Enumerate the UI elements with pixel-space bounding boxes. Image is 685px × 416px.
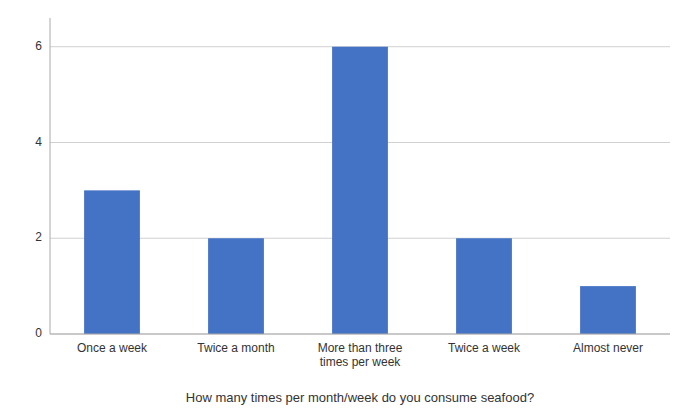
bar bbox=[580, 286, 636, 334]
bar bbox=[84, 190, 140, 334]
bars bbox=[84, 47, 636, 334]
bar bbox=[456, 238, 512, 334]
y-axis-line bbox=[50, 18, 51, 334]
x-axis-line bbox=[50, 334, 670, 335]
y-tick-label: 6 bbox=[35, 39, 42, 53]
x-tick-label: Twice a month bbox=[197, 341, 274, 355]
x-tick-label: Twice a week bbox=[448, 341, 521, 355]
y-tick-label: 4 bbox=[35, 135, 42, 149]
x-tick-label: More than threetimes per week bbox=[318, 341, 403, 369]
bar bbox=[208, 238, 264, 334]
y-tick-label: 0 bbox=[35, 326, 42, 340]
bar bbox=[332, 47, 388, 334]
y-tick-label: 2 bbox=[35, 230, 42, 244]
x-axis-label: How many times per month/week do you con… bbox=[186, 390, 534, 405]
grid-line bbox=[50, 334, 670, 335]
x-tick-label: Almost never bbox=[573, 341, 643, 355]
x-tick-label: Once a week bbox=[77, 341, 148, 355]
chart: 0 2 4 6 Once a week Twice a month More than th… bbox=[0, 0, 685, 416]
grid bbox=[50, 47, 670, 334]
